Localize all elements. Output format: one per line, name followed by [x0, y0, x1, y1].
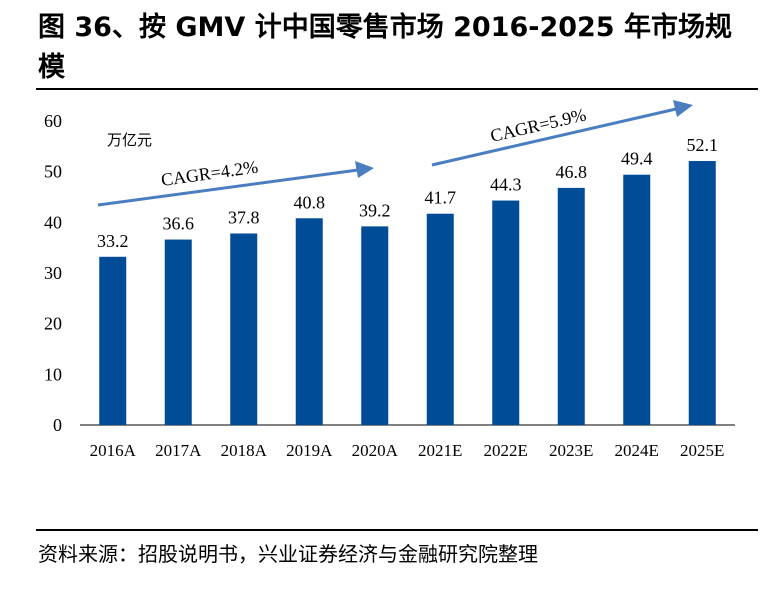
x-tick-label: 2016A [90, 441, 137, 460]
data-label: 46.8 [556, 162, 588, 182]
bar [492, 200, 520, 425]
data-label: 52.1 [687, 135, 719, 155]
x-tick-label: 2020A [352, 441, 399, 460]
y-tick-label: 30 [44, 263, 62, 283]
x-tick-label: 2017A [155, 441, 202, 460]
y-tick-label: 20 [44, 314, 62, 334]
bar [426, 213, 454, 425]
bottom-rule [36, 529, 758, 531]
x-tick-label: 2022E [484, 441, 528, 460]
data-label: 33.2 [97, 231, 129, 251]
x-tick-label: 2023E [549, 441, 593, 460]
bar [99, 256, 127, 425]
x-tick-label: 2021E [418, 441, 462, 460]
x-tick-label: 2018A [221, 441, 268, 460]
bar-chart: 万亿元 0 10 20 30 40 50 60 33.2 2016A 36.6 2017A 37.8 2… [44, 100, 735, 460]
data-label: 44.3 [490, 175, 522, 195]
data-label: 49.4 [621, 149, 653, 169]
data-label: 41.7 [425, 188, 457, 208]
top-rule [36, 88, 758, 90]
cagr-arrow-2 [431, 100, 693, 167]
cagr-arrow-1 [97, 161, 374, 207]
x-tick-label: 2019A [286, 441, 333, 460]
bar [623, 174, 651, 425]
data-label: 39.2 [359, 200, 391, 220]
y-tick-label: 0 [53, 415, 62, 435]
data-label: 40.8 [294, 192, 326, 212]
bar [230, 233, 258, 425]
bar [688, 161, 716, 425]
y-tick-label: 50 [44, 162, 62, 182]
bar [164, 239, 192, 425]
x-tick-label: 2024E [615, 441, 659, 460]
y-tick-label: 60 [44, 111, 62, 131]
bar [361, 226, 389, 425]
bar [295, 218, 323, 425]
y-tick-label: 40 [44, 212, 62, 232]
y-tick-label: 10 [44, 364, 62, 384]
data-label: 37.8 [228, 207, 260, 227]
source-note: 资料来源：招股说明书，兴业证券经济与金融研究院整理 [38, 542, 538, 566]
unit-label: 万亿元 [107, 131, 152, 149]
data-label: 36.6 [163, 214, 195, 234]
figure-title: 图 36、按 GMV 计中国零售市场 2016-2025 年市场规模 [38, 12, 732, 83]
x-tick-label: 2025E [680, 441, 724, 460]
bar [557, 187, 585, 425]
